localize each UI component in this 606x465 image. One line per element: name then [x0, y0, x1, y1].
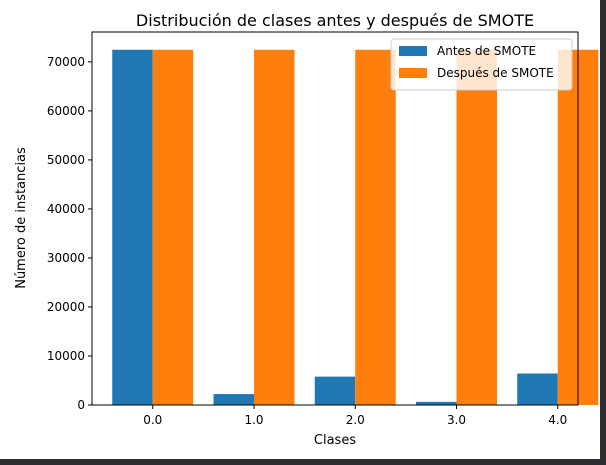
- x-tick-label-4: 4.0: [548, 413, 567, 427]
- bar-antes-4: [517, 373, 558, 405]
- y-axis-label: Número de instancias: [14, 147, 29, 289]
- x-tick-label-0: 0.0: [143, 413, 162, 427]
- y-tick-label-3: 30000: [47, 251, 85, 265]
- y-tick-label-1: 10000: [47, 349, 85, 363]
- y-tick-label-5: 50000: [47, 153, 85, 167]
- y-tick-label-0: 0: [77, 398, 85, 412]
- plot-frame: [91, 31, 579, 406]
- y-tick-label-6: 60000: [47, 104, 85, 118]
- bar-antes-2: [314, 376, 356, 405]
- bar-despues-0: [152, 49, 194, 405]
- bar-antes-1: [213, 394, 254, 405]
- bar-despues-1: [254, 49, 295, 405]
- bar-chart: Distribución de clases antes y después d…: [14, 11, 599, 448]
- bar-despues-2: [355, 49, 396, 405]
- bar-despues-3: [456, 49, 497, 405]
- legend-label-antes: Antes de SMOTE: [437, 44, 536, 58]
- y-tick-label-7: 70000: [47, 55, 85, 69]
- x-tick-label-3: 3.0: [447, 413, 466, 427]
- legend-box: [390, 38, 573, 91]
- figure-canvas: Distribución de clases antes y después d…: [0, 0, 600, 459]
- x-axis: 0.0 1.0 2.0 3.0 4.0: [143, 405, 567, 427]
- x-axis-label: Clases: [314, 433, 356, 448]
- x-tick-label-2: 2.0: [346, 413, 365, 427]
- bar-antes-3: [416, 401, 457, 405]
- bar-antes-0: [112, 49, 153, 405]
- y-axis: 0 10000 20000 30000 40000 50000 60000 70000: [47, 55, 92, 412]
- chart-title: Distribución de clases antes y después d…: [136, 11, 534, 30]
- bars-layer: [112, 49, 599, 405]
- legend-swatch-despues: [399, 68, 427, 78]
- legend-swatch-antes: [399, 46, 427, 56]
- legend: Antes de SMOTE Después de SMOTE: [390, 38, 573, 91]
- x-tick-label-1: 1.0: [244, 413, 263, 427]
- y-tick-label-2: 20000: [47, 300, 85, 314]
- y-tick-label-4: 40000: [47, 202, 85, 216]
- legend-label-despues: Después de SMOTE: [437, 66, 554, 80]
